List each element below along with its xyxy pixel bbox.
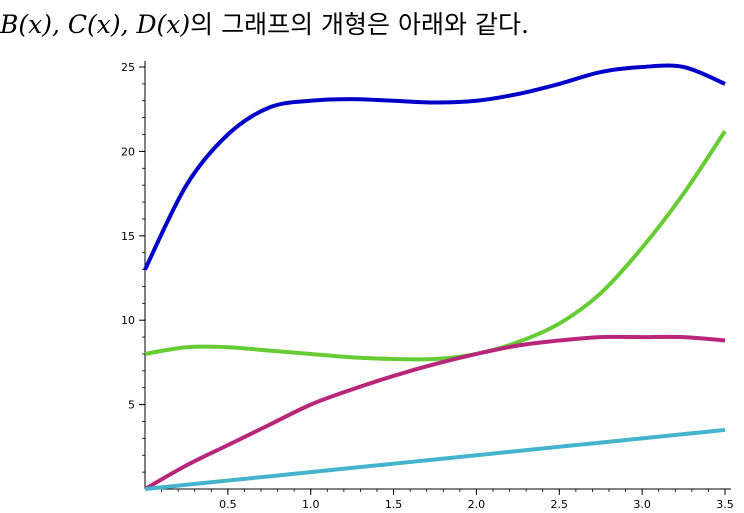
caption-math: B(x), C(x), D(x)	[0, 10, 191, 39]
x-tick-label: 3.5	[716, 498, 734, 511]
y-tick-label: 20	[121, 145, 135, 158]
x-tick-label: 2.0	[468, 498, 486, 511]
x-tick-label: 3.0	[633, 498, 651, 511]
caption-korean: 의 그래프의 개형은 아래와 같다.	[190, 10, 529, 39]
x-tick-label: 1.0	[302, 498, 320, 511]
y-tick-label: 25	[121, 61, 135, 74]
x-tick-label: 1.5	[385, 498, 403, 511]
series-line-magenta	[144, 334, 726, 491]
y-tick-label: 15	[121, 230, 135, 243]
chart-series	[143, 63, 727, 491]
series-line-blue	[143, 63, 726, 271]
chart-axes: 0.5 1.0 1.5 2.0 2.5 3.0 3.5 5 10 15 20 25	[121, 61, 734, 511]
series-line-cyan	[144, 427, 726, 491]
x-tick-label: 2.5	[551, 498, 569, 511]
y-tick-label: 10	[121, 314, 135, 327]
caption-text: B(x), C(x), D(x)의 그래프의 개형은 아래와 같다.	[0, 8, 744, 48]
x-tick-label: 0.5	[219, 498, 237, 511]
series-line-green	[144, 130, 727, 362]
y-tick-label: 5	[128, 399, 135, 412]
